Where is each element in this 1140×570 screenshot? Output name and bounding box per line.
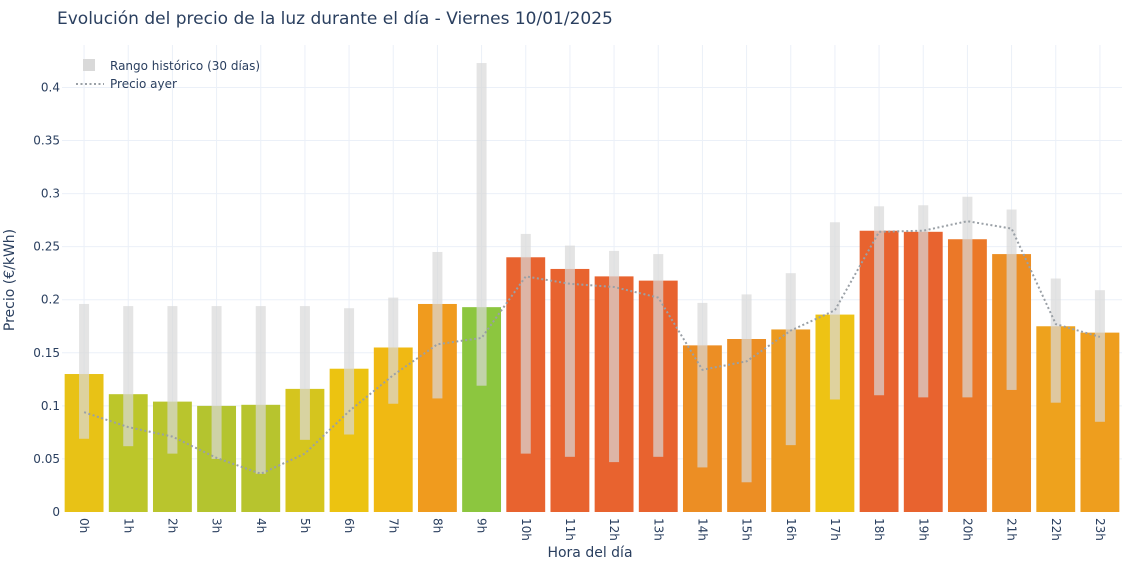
- x-tick-label: 23h: [1093, 518, 1107, 541]
- x-tick-label: 7h: [386, 518, 400, 533]
- x-tick-label: 15h: [740, 518, 754, 541]
- yesterday-price-line[interactable]: [83, 220, 1101, 475]
- y-tick-label: 0.4: [41, 80, 60, 94]
- x-tick-label: 18h: [872, 518, 886, 541]
- x-tick-label: 22h: [1049, 518, 1063, 541]
- historical-range-bar[interactable]: [653, 254, 664, 457]
- x-tick-label: 20h: [960, 518, 974, 541]
- x-tick-label: 1h: [121, 518, 135, 533]
- y-tick-label: 0.2: [41, 293, 60, 307]
- historical-range-bar[interactable]: [918, 205, 929, 398]
- x-tick-label: 13h: [651, 518, 665, 541]
- historical-range-bar[interactable]: [79, 303, 90, 439]
- y-tick-label: 0.25: [33, 240, 60, 254]
- historical-range-bar[interactable]: [609, 250, 620, 463]
- y-tick-label: 0.3: [41, 187, 60, 201]
- historical-range-bar[interactable]: [697, 302, 708, 468]
- x-tick-label: 5h: [298, 518, 312, 533]
- y-tick-label: 0.05: [33, 452, 60, 466]
- historical-range-bar[interactable]: [167, 306, 178, 454]
- historical-range-bar[interactable]: [255, 306, 266, 474]
- axes: 0 0.05 0.1 0.15 0.2 0.25 0.3 0.35 0.4 0h 1h 2h 3h 4h 5…: [33, 80, 1107, 540]
- legend-range-label: Rango histórico (30 días): [110, 59, 260, 73]
- x-tick-label: 8h: [430, 518, 444, 533]
- bar-layer: [64, 230, 1120, 513]
- y-tick-label: 0.1: [41, 399, 60, 413]
- historical-range-bar[interactable]: [520, 233, 531, 454]
- y-axis-title: Precio (€/kWh): [2, 229, 18, 331]
- x-axis-title: Hora del día: [547, 545, 632, 561]
- historical-range-bar[interactable]: [1006, 209, 1017, 390]
- historical-range-bar[interactable]: [388, 297, 399, 404]
- historical-range-bar[interactable]: [962, 196, 973, 398]
- historical-range-bar[interactable]: [785, 273, 796, 446]
- chart-title: Evolución del precio de la luz durante e…: [57, 9, 613, 29]
- legend-range-swatch: [83, 59, 95, 71]
- legend-line-label: Precio ayer: [110, 77, 177, 91]
- historical-range-bar[interactable]: [564, 245, 575, 457]
- historical-range-bar[interactable]: [123, 306, 134, 447]
- x-tick-label: 21h: [1005, 518, 1019, 541]
- y-tick-label: 0.15: [33, 346, 60, 360]
- historical-range-bar[interactable]: [829, 222, 840, 400]
- x-tick-label: 2h: [165, 518, 179, 533]
- x-tick-label: 19h: [916, 518, 930, 541]
- historical-range-bar[interactable]: [344, 308, 355, 435]
- x-tick-label: 10h: [519, 518, 533, 541]
- historical-range-bar[interactable]: [299, 306, 310, 440]
- historical-range-bar[interactable]: [1050, 278, 1061, 403]
- y-tick-label: 0.35: [33, 134, 60, 148]
- y-tick-label: 0: [52, 505, 60, 519]
- x-tick-label: 17h: [828, 518, 842, 541]
- historical-range-layer: [79, 63, 1105, 483]
- historical-range-bar[interactable]: [1094, 290, 1105, 422]
- historical-range-bar[interactable]: [211, 306, 222, 459]
- x-tick-label: 11h: [563, 518, 577, 541]
- x-tick-label: 3h: [210, 518, 224, 533]
- historical-range-bar[interactable]: [476, 63, 487, 386]
- x-tick-label: 14h: [695, 518, 709, 541]
- x-tick-label: 16h: [784, 518, 798, 541]
- x-tick-label: 4h: [254, 518, 268, 533]
- historical-range-bar[interactable]: [432, 251, 443, 399]
- yesterday-line-layer: [83, 220, 1101, 475]
- x-tick-label: 9h: [475, 518, 489, 533]
- legend[interactable]: Rango histórico (30 días) Precio ayer: [76, 59, 260, 91]
- historical-range-bar[interactable]: [874, 206, 885, 396]
- x-tick-label: 12h: [607, 518, 621, 541]
- x-tick-label: 6h: [342, 518, 356, 533]
- historical-range-bar[interactable]: [741, 294, 752, 483]
- x-tick-label: 0h: [77, 518, 91, 533]
